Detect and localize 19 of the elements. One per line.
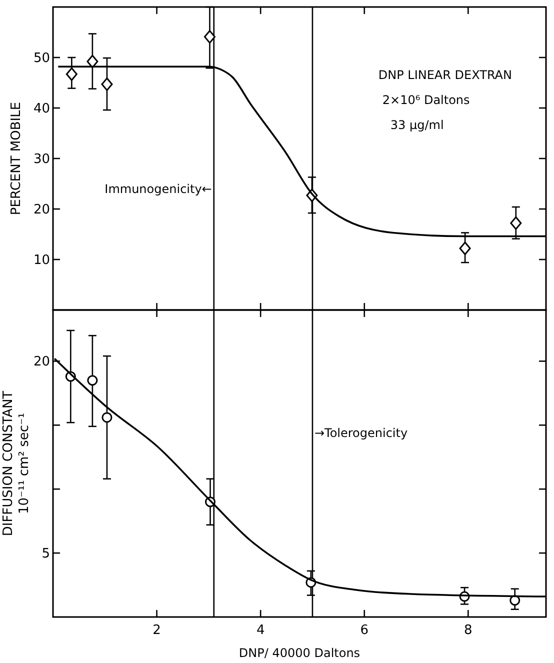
annotation: 2×10⁶ Daltons	[382, 93, 470, 107]
y-tick-label: 20	[33, 354, 50, 370]
y-axis-title: DIFFUSION CONSTANT 10⁻¹¹ cm² sec⁻¹	[1, 390, 32, 536]
x-tick-label: 8	[464, 623, 472, 638]
ref-line-label: Immunogenicity←	[104, 182, 212, 196]
annotation: 33 µg/ml	[390, 118, 444, 132]
annotation: DNP LINEAR DEXTRAN	[378, 68, 512, 82]
y-tick-label: 20	[33, 202, 50, 218]
x-tick-label: 2	[152, 623, 161, 638]
y-tick-label: 10	[33, 253, 50, 268]
x-tick-label: 4	[256, 623, 265, 638]
x-axis-title: DNP/ 40000 Daltons	[238, 646, 360, 660]
y-tick-label: 50	[33, 51, 50, 66]
y-tick-label: 5	[42, 546, 50, 562]
y-axis-title: PERCENT MOBILE	[9, 102, 24, 216]
x-tick-label: 6	[360, 623, 369, 638]
y-tick-label: 40	[33, 102, 50, 117]
ref-line-label: →Tolerogenicity	[314, 426, 408, 440]
y-tick-label: 30	[33, 152, 50, 168]
